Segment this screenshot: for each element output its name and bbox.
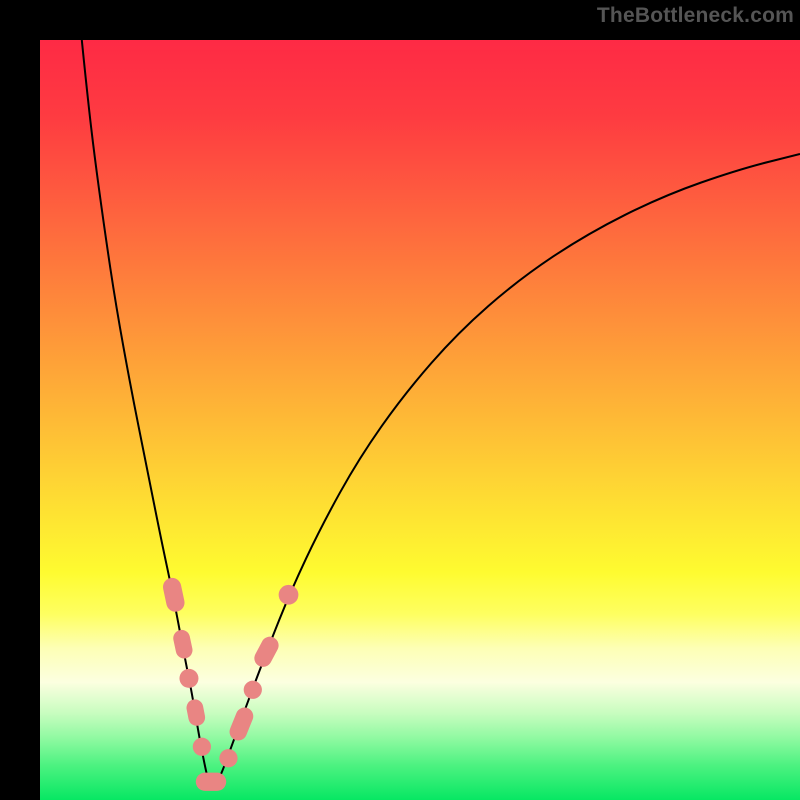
plot-area [40,40,800,800]
bottleneck-curve [40,40,800,800]
watermark: TheBottleneck.com [597,4,794,28]
outer-frame: TheBottleneck.com [0,0,800,800]
